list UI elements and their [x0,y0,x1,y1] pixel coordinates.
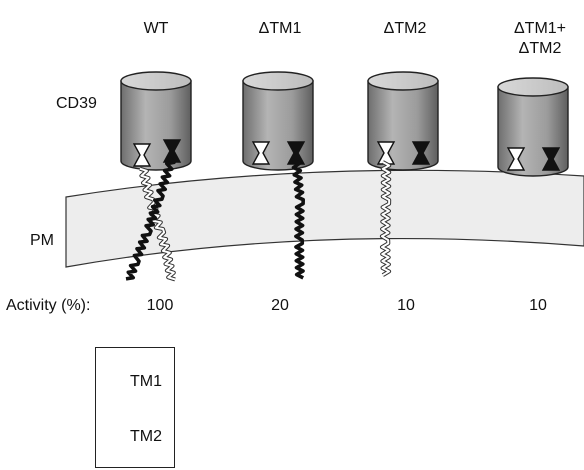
column-title-dtm1-dtm2-line2: ΔTM2 [518,40,562,57]
cd39-cylinder-dtm1 [242,71,314,171]
activity-value-dtm1-dtm2: 10 [529,297,547,314]
cd39-cylinder-wt-body [120,80,192,171]
pm-label: PM [30,232,54,249]
cd39-cylinder-dtm2-top [367,71,439,91]
column-title-wt: WT [143,20,169,37]
tm1-strand-wt [139,167,176,281]
cd39-cylinder-wt [120,71,192,171]
cd39-cylinder-dtm1-top [242,71,314,91]
activity-value-dtm2: 10 [397,297,415,314]
tm2-domain-dtm12 [541,147,561,171]
cd39-cylinder-dtm12-body [497,86,569,177]
tm2-domain-wt [162,139,182,163]
column-title-dtm1-dtm2-line1: ΔTM1+ [513,20,567,37]
activity-value-wt: 100 [146,297,174,314]
cd39-cylinder-dtm2-body [367,80,439,171]
tm1-domain-wt [132,143,152,167]
tm2-strand-wt [125,155,176,281]
activity-value-dtm1: 20 [271,297,289,314]
cd39-cylinder-wt-top [120,71,192,91]
cd39-cylinder-dtm12 [497,77,569,177]
plasma-membrane [65,169,584,268]
activity-row-label: Activity (%): [6,297,91,314]
cd39-cylinder-dtm1-body [242,80,314,171]
tm2-strand-dtm1 [291,158,305,280]
tm1-domain-dtm1 [251,141,271,165]
legend: TM1 TM2 [95,347,175,468]
tm2-domain-dtm1 [286,141,306,165]
tm1-strand-dtm2 [380,161,391,276]
tm1-domain-dtm12 [506,147,526,171]
cd39-cylinder-dtm12-top [497,77,569,97]
legend-label-tm1: TM1 [130,373,162,390]
tm2-domain-dtm2 [411,141,431,165]
column-title-dtm2: ΔTM2 [383,20,427,37]
legend-label-tm2: TM2 [130,428,162,445]
cd39-label: CD39 [56,95,97,112]
tm1-domain-dtm2 [376,141,396,165]
cd39-cylinder-dtm2 [367,71,439,171]
column-title-dtm1: ΔTM1 [258,20,302,37]
